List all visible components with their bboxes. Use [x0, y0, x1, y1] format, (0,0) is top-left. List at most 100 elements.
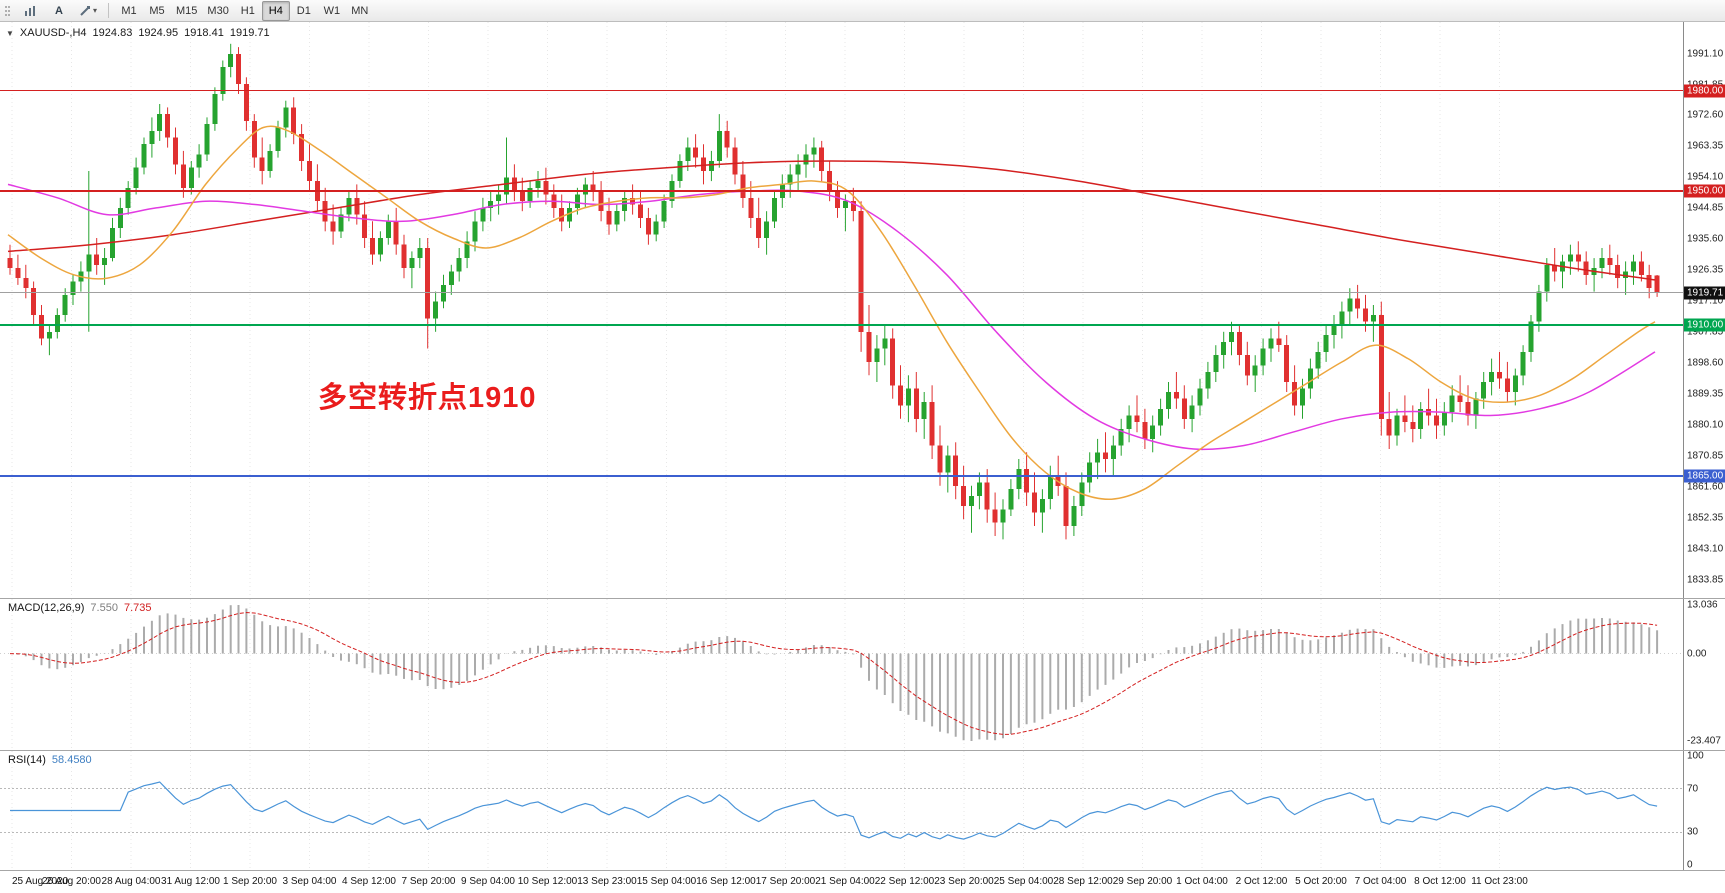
ohlc-high: 1924.95	[138, 27, 179, 39]
price-scale-label: 1898.60	[1687, 357, 1724, 369]
price-scale-label: 1907.85	[1687, 326, 1724, 338]
macd-main-value: 7.550	[90, 602, 118, 614]
timeframe-button-m5[interactable]: M5	[149, 4, 165, 17]
price-scale-label: 1963.35	[1687, 140, 1724, 152]
timeframe-group: M1 M5 M15 M30 H1 H4 D1 W1 MN	[115, 0, 374, 21]
time-axis-label: 2 Oct 12:00	[1235, 876, 1288, 887]
time-axis-label: 15 Sep 04:00	[636, 876, 697, 887]
rsi-value: 58.4580	[51, 754, 92, 766]
time-axis-label: 16 Sep 12:00	[696, 876, 756, 887]
time-axis-label: 5 Oct 20:00	[1295, 876, 1347, 887]
timeframe-button-m30[interactable]: M30	[207, 4, 229, 17]
ohlc-close: 1919.71	[229, 27, 270, 39]
time-axis-label: 26 Aug 20:00	[42, 876, 101, 887]
symbol-name: XAUUSD-,H4	[19, 27, 87, 39]
time-axis-label: 8 Oct 12:00	[1414, 876, 1466, 887]
timeframe-button-h4[interactable]: H4	[261, 0, 290, 21]
price-scale-label: 1917.10	[1687, 295, 1724, 307]
time-axis-label: 11 Oct 23:00	[1471, 876, 1528, 887]
bar-chart-icon	[25, 5, 35, 16]
time-axis-label: 28 Sep 12:00	[1053, 876, 1113, 887]
macd-indicator-canvas[interactable]	[0, 599, 1683, 750]
time-axis-label: 29 Sep 20:00	[1112, 876, 1173, 887]
timeframe-button-h1[interactable]: H1	[240, 4, 255, 17]
time-scale[interactable]: 25 Aug 2020 26 Aug 20:00 28 Aug 04:00 31 Au…	[0, 871, 1683, 893]
rsi-scale-label: 0	[1687, 859, 1693, 871]
time-axis-label: 7 Oct 04:00	[1354, 876, 1407, 887]
price-scale-label: 1944.85	[1687, 202, 1724, 214]
time-axis-label: 9 Sep 04:00	[461, 876, 515, 887]
chevron-down-icon[interactable]: ▼	[6, 28, 14, 38]
chart-toolbar: A ▾ M1 M5 M15 M30 H1 H4 D1 W1 MN	[0, 0, 1725, 22]
price-scale-label: 1991.10	[1687, 48, 1724, 59]
time-axis-label: 13 Sep 23:00	[577, 876, 637, 887]
price-scale-label: 1935.60	[1687, 233, 1724, 245]
price-scale-label: 1870.85	[1687, 450, 1724, 462]
timeframe-button-m15[interactable]: M15	[176, 4, 198, 17]
chart-text-annotation: 多空转折点1910	[318, 382, 537, 414]
time-axis-label: 3 Sep 04:00	[282, 876, 337, 887]
price-scale-label: 1972.60	[1687, 109, 1724, 121]
macd-signal-value: 7.735	[123, 602, 152, 614]
price-scale-label: 1852.35	[1687, 512, 1724, 524]
macd-label: MACD(12,26,9) 7.550 7.735	[8, 602, 151, 614]
macd-scale-zero: 0.00	[1687, 648, 1707, 660]
pencil-icon	[80, 5, 90, 16]
timeframe-button-w1[interactable]: W1	[323, 4, 341, 17]
ohlc-low: 1918.41	[184, 27, 224, 39]
price-scale[interactable]: 1991.101981.851972.601963.351954.101944.…	[1683, 22, 1725, 871]
time-axis-label: 1 Sep 20:00	[223, 876, 277, 887]
price-scale-label: 1861.60	[1687, 481, 1724, 493]
time-axis-label: 4 Sep 12:00	[342, 876, 396, 887]
caret-down-icon: ▾	[93, 6, 98, 15]
symbol-info: ▼ XAUUSD-,H4 1924.83 1924.95 1918.41 191…	[6, 27, 270, 39]
rsi-scale-label: 70	[1687, 783, 1699, 795]
rsi-scale-label: 100	[1687, 750, 1704, 762]
panel-separator-macd[interactable]	[0, 598, 1725, 599]
macd-scale-max: 13.036	[1687, 599, 1718, 611]
letter-a-icon: A	[55, 4, 63, 17]
price-chart-canvas[interactable]	[0, 22, 1683, 598]
toolbar-separator	[108, 3, 110, 18]
time-axis-label: 17 Sep 20:00	[755, 876, 816, 887]
macd-scale-min: -23.407	[1687, 735, 1721, 747]
price-scale-label: 1889.35	[1687, 388, 1724, 400]
level-price-badge: 1950.00	[1684, 184, 1725, 198]
time-axis-label: 23 Sep 20:00	[934, 876, 994, 887]
time-axis-label: 7 Sep 20:00	[401, 876, 456, 887]
chart-tools-button[interactable]: ▾	[74, 1, 102, 21]
rsi-scale-label: 30	[1687, 826, 1699, 838]
level-price-badge: 1865.00	[1684, 469, 1725, 483]
panel-separator-rsi[interactable]	[0, 750, 1725, 751]
price-scale-label: 1926.35	[1687, 264, 1724, 276]
time-axis-label: 21 Sep 04:00	[815, 876, 875, 887]
ohlc-open: 1924.83	[92, 27, 133, 39]
timeframe-button-mn[interactable]: MN	[351, 4, 369, 17]
timeframe-button-m1[interactable]: M1	[121, 4, 137, 17]
time-axis-label: 25 Sep 04:00	[993, 876, 1054, 887]
text-annotation-button[interactable]: A	[45, 1, 73, 21]
price-scale-label: 1880.10	[1687, 419, 1724, 431]
toolbar-grip-handle[interactable]	[4, 4, 11, 18]
level-price-badge: 1910.00	[1684, 318, 1725, 332]
rsi-name: RSI(14)	[8, 754, 46, 766]
timeframe-button-d1[interactable]: D1	[296, 4, 311, 17]
rsi-indicator-canvas[interactable]	[0, 751, 1683, 870]
price-scale-label: 1843.10	[1687, 543, 1724, 555]
grip-dots-icon	[5, 5, 10, 16]
time-axis-label: 1 Oct 04:00	[1176, 876, 1228, 887]
level-price-badge: 1980.00	[1684, 84, 1725, 98]
time-axis-label: 22 Sep 12:00	[874, 876, 935, 887]
current-price-badge: 1919.71	[1684, 286, 1725, 300]
bar-chart-button[interactable]	[16, 1, 44, 21]
time-axis-label: 31 Aug 12:00	[161, 876, 220, 887]
time-axis-label: 10 Sep 12:00	[517, 876, 578, 887]
rsi-label: RSI(14) 58.4580	[8, 754, 92, 766]
time-axis-label: 25 Aug 2020	[12, 876, 69, 887]
price-scale-label: 1833.85	[1687, 574, 1724, 586]
time-axis-label: 28 Aug 04:00	[101, 876, 161, 887]
price-scale-label: 1954.10	[1687, 171, 1724, 183]
panel-separator-time	[0, 870, 1725, 871]
macd-name: MACD(12,26,9)	[8, 602, 85, 614]
